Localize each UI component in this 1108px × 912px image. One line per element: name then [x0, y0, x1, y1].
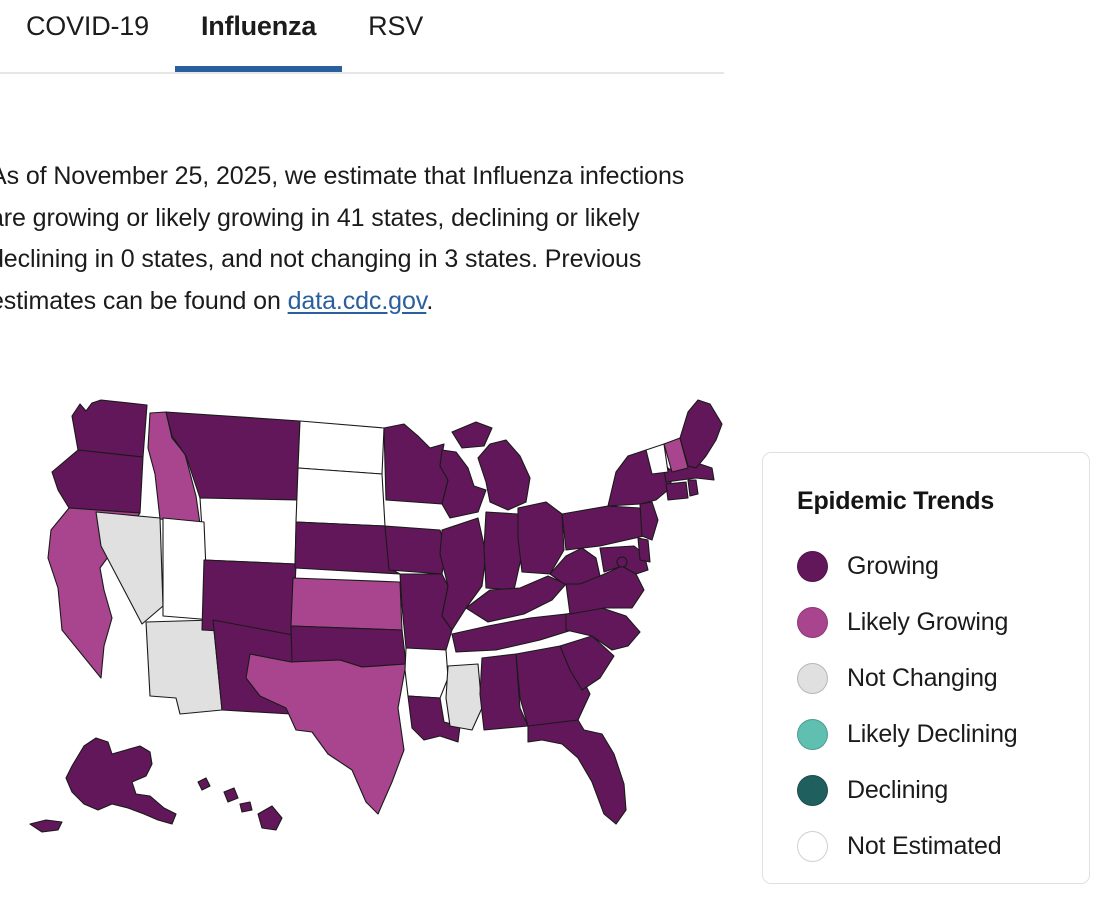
legend-swatch-likely-growing [797, 606, 828, 638]
state-WV [549, 547, 601, 585]
legend-item-growing[interactable]: Growing [797, 538, 1089, 594]
state-NV [95, 511, 164, 625]
state-MI [451, 421, 531, 511]
state-NE [294, 521, 401, 575]
legend-label-not-changing: Not Changing [847, 663, 998, 692]
state-HI [197, 777, 283, 831]
state-OR [51, 449, 144, 514]
legend-swatch-not-estimated [797, 830, 828, 862]
state-CA [47, 507, 141, 679]
legend-swatch-not-changing [797, 662, 828, 694]
state-MN [383, 423, 449, 505]
legend-item-likely-declining[interactable]: Likely Declining [797, 706, 1089, 762]
tab-label: RSV [368, 11, 424, 41]
legend-swatch-declining [797, 774, 828, 806]
data-cdc-gov-link[interactable]: data.cdc.gov [287, 286, 427, 315]
tab-rsv[interactable]: RSV [342, 0, 449, 72]
state-shapes [29, 399, 723, 833]
legend-panel: Epidemic Trends Growing Likely Growing N… [762, 452, 1090, 884]
legend-swatch-likely-declining [797, 718, 828, 750]
state-NJ [639, 501, 659, 541]
us-epidemic-trends-map [0, 378, 740, 858]
state-OH [517, 501, 565, 575]
legend-title: Epidemic Trends [797, 487, 995, 515]
state-DC [616, 556, 628, 568]
tab-influenza[interactable]: Influenza [174, 0, 343, 72]
state-AR [404, 647, 449, 699]
state-WA [71, 399, 148, 458]
state-TN [451, 613, 573, 653]
state-SD [295, 467, 386, 527]
state-RI [687, 479, 699, 497]
state-TX [245, 653, 407, 815]
summary-paragraph: As of November 25, 2025, we estimate tha… [0, 156, 720, 322]
state-IL [439, 517, 487, 631]
us-map-svg [29, 399, 723, 833]
legend-item-not-changing[interactable]: Not Changing [797, 650, 1089, 706]
state-WI [439, 449, 487, 519]
tab-label: Influenza [200, 11, 317, 41]
state-NC [565, 607, 641, 651]
tab-covid-19[interactable]: COVID-19 [0, 0, 175, 72]
state-IA [384, 525, 447, 575]
legend-item-likely-growing[interactable]: Likely Growing [797, 594, 1089, 650]
summary-text-after-link: . [426, 286, 434, 315]
state-FL [527, 719, 627, 825]
summary-text-before-link: As of November 25, 2025, we estimate tha… [0, 162, 685, 315]
state-CT [665, 481, 689, 501]
legend-label-likely-declining: Likely Declining [847, 719, 1018, 748]
tab-label: COVID-19 [26, 11, 149, 41]
legend-item-not-estimated[interactable]: Not Estimated [797, 818, 1089, 874]
state-WY [199, 497, 298, 565]
state-PA [561, 505, 645, 551]
state-AZ [145, 619, 223, 715]
state-ND [297, 420, 385, 475]
state-VT [645, 443, 669, 475]
tab-bar: COVID-19 Influenza RSV [0, 0, 724, 74]
state-IN [483, 511, 523, 591]
legend-label-growing: Growing [847, 551, 939, 580]
state-ME [679, 399, 723, 469]
state-VA [565, 565, 645, 615]
legend-label-declining: Declining [847, 775, 949, 804]
legend-item-declining[interactable]: Declining [797, 762, 1089, 818]
state-DE [637, 537, 651, 563]
tab-list: COVID-19 Influenza RSV [0, 0, 449, 72]
state-LA [407, 695, 461, 743]
state-AK [29, 737, 177, 833]
state-MS [445, 663, 483, 731]
legend-label-likely-growing: Likely Growing [847, 607, 1009, 636]
legend-swatch-growing [797, 550, 828, 582]
state-KS [290, 577, 403, 631]
legend-label-not-estimated: Not Estimated [847, 831, 1002, 860]
